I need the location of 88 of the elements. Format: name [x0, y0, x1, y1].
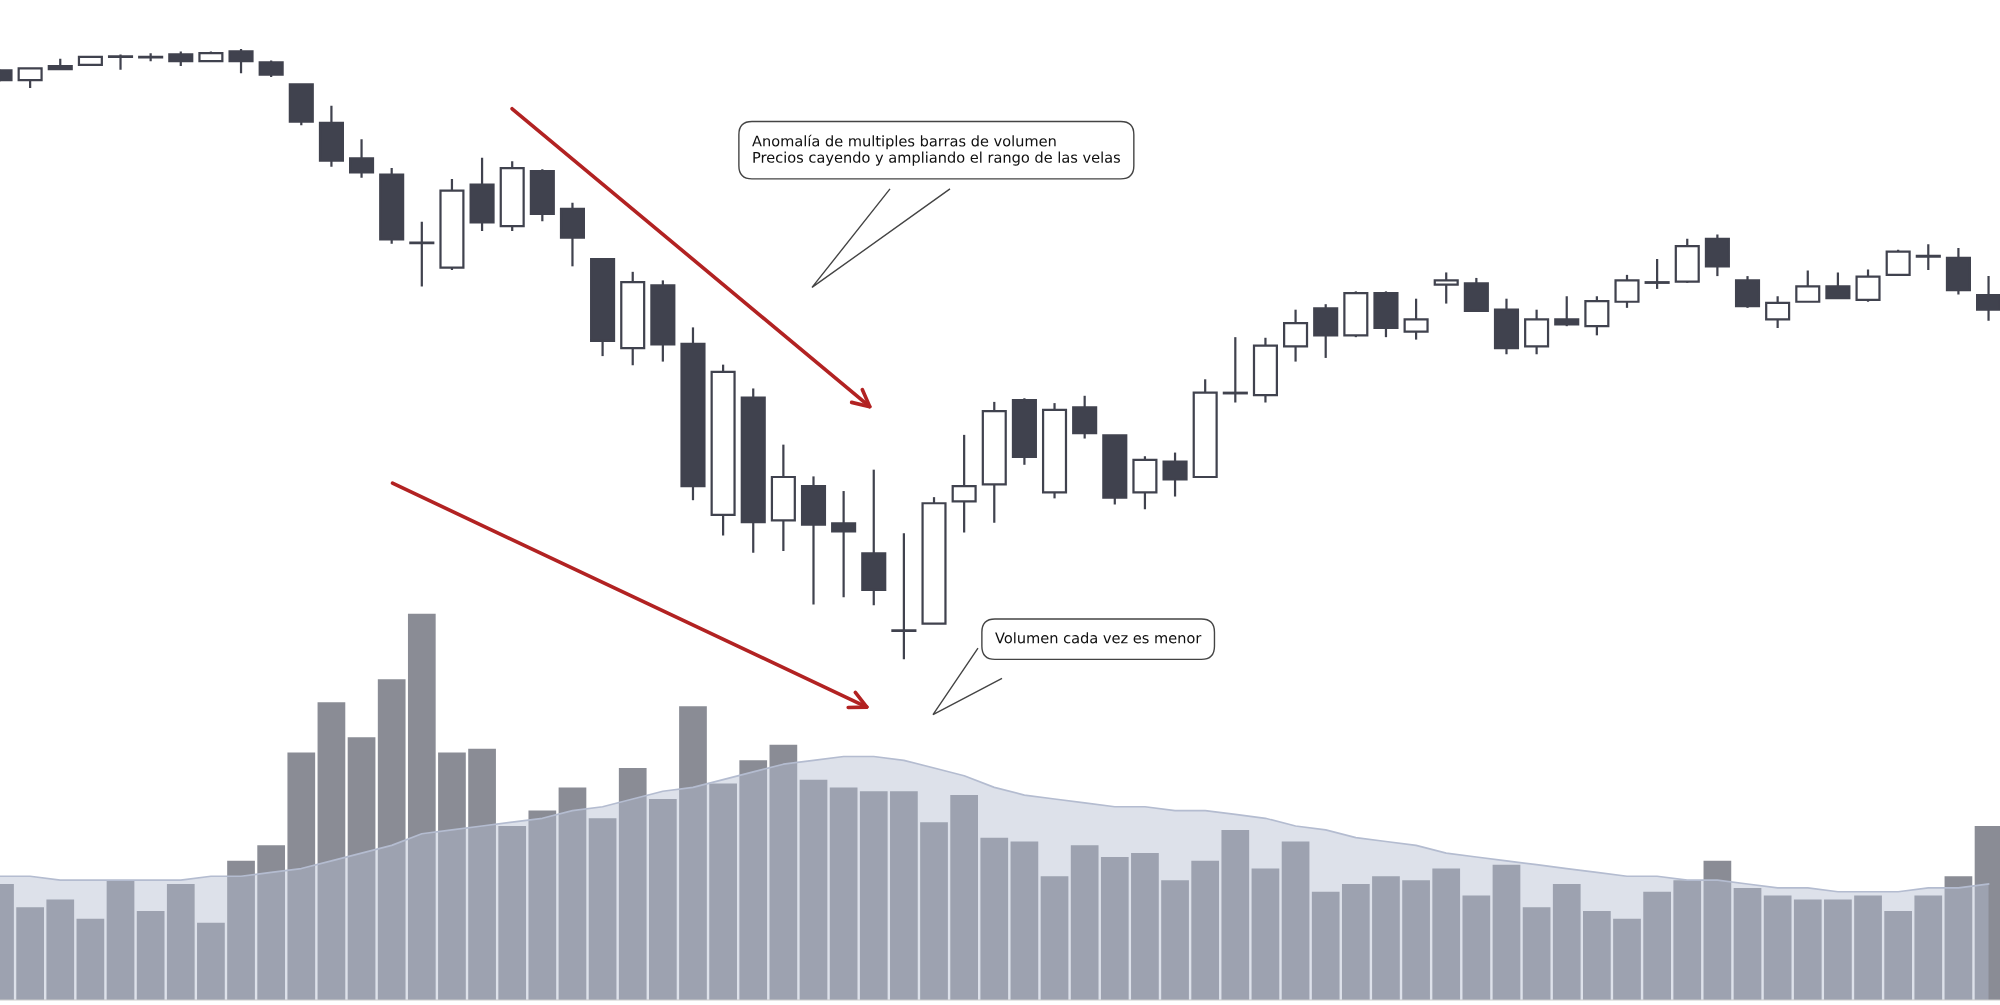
- bar: [1372, 876, 1400, 1000]
- candlestick: [1915, 243, 1941, 272]
- bar: [1673, 880, 1702, 1000]
- candlestick: [1765, 295, 1791, 330]
- candlestick: [17, 67, 43, 90]
- bar: [197, 922, 225, 1000]
- bar: [1432, 868, 1461, 1000]
- candlestick: [831, 489, 857, 599]
- bar: [1703, 860, 1732, 1000]
- bar: [739, 760, 768, 1000]
- bar: [1552, 884, 1581, 1000]
- bar: [1462, 895, 1491, 1000]
- candlestick: [1975, 274, 2000, 322]
- candlestick: [1403, 297, 1429, 341]
- bar: [1040, 876, 1069, 1000]
- bar: [227, 860, 255, 1000]
- bar: [46, 899, 75, 1000]
- bar: [136, 911, 165, 1000]
- bar: [1100, 856, 1129, 1000]
- bar: [377, 679, 406, 1000]
- bar: [859, 791, 888, 1000]
- candlestick: [951, 433, 977, 534]
- candlestick: [228, 48, 254, 75]
- bar: [1613, 918, 1641, 1000]
- bar: [1643, 891, 1671, 1000]
- bar: [317, 702, 346, 1000]
- bar: [76, 918, 105, 1000]
- candlestick: [1162, 451, 1188, 498]
- bar: [1583, 911, 1611, 1000]
- bar: [1281, 841, 1310, 1000]
- bar: [1010, 841, 1039, 1000]
- bar: [1402, 880, 1430, 1000]
- annotation: Volumen cada vez es menor: [995, 632, 1202, 644]
- candlestick: [891, 532, 917, 660]
- bar: [1161, 880, 1189, 1000]
- candlestick: [349, 138, 375, 179]
- bar: [106, 880, 135, 1000]
- bar: [468, 748, 496, 1000]
- candlestick: [1644, 257, 1670, 291]
- bar: [618, 768, 647, 1000]
- bar: [1341, 884, 1370, 1000]
- bar: [1221, 829, 1250, 1000]
- bar: [1251, 868, 1280, 1000]
- candlestick: [1433, 271, 1459, 305]
- annotation: Anomalía de multiples barras de volumen Precios cayendo y ampliando el rango de las velas: [752, 134, 1120, 166]
- bar: [528, 810, 557, 1000]
- candlestick: [1283, 308, 1309, 363]
- bar: [980, 837, 1009, 1000]
- bar: [1131, 853, 1159, 1000]
- bar: [1944, 876, 1973, 1000]
- bar: [1191, 860, 1220, 1000]
- bar: [799, 779, 828, 1000]
- bar: [1824, 899, 1852, 1000]
- bar: [1854, 895, 1882, 1000]
- candlestick: [1825, 271, 1851, 300]
- bar: [558, 787, 587, 1000]
- bar: [588, 818, 617, 1000]
- bar: [347, 737, 376, 1000]
- bar: [679, 706, 707, 1000]
- bar: [1522, 907, 1551, 1000]
- candlestick: [1614, 273, 1640, 309]
- candlestick: [409, 220, 435, 288]
- bar: [257, 845, 286, 1000]
- bar: [287, 752, 316, 1000]
- bar: [950, 795, 979, 1000]
- bar: [1793, 899, 1822, 1000]
- bar: [1914, 895, 1943, 1000]
- bar: [709, 783, 737, 1000]
- bar: [438, 752, 466, 1000]
- bar: [1884, 911, 1913, 1000]
- candlestick: [1795, 269, 1821, 303]
- bar: [1492, 864, 1521, 1000]
- candlestick: [1855, 268, 1881, 303]
- bar: [1070, 845, 1099, 1000]
- bar: [166, 884, 195, 1000]
- candlestick: [1885, 248, 1911, 276]
- bar: [769, 744, 798, 1000]
- bar: [1311, 891, 1340, 1000]
- bar: [407, 613, 436, 1000]
- bar: [648, 798, 677, 1000]
- bar: [920, 822, 948, 1000]
- bar: [829, 787, 858, 1000]
- candlestick: [1554, 295, 1580, 328]
- candlestick: [107, 53, 134, 71]
- bar: [890, 791, 918, 1000]
- bar: [498, 826, 527, 1000]
- bar: [1763, 895, 1792, 1000]
- bar: [1733, 887, 1762, 1000]
